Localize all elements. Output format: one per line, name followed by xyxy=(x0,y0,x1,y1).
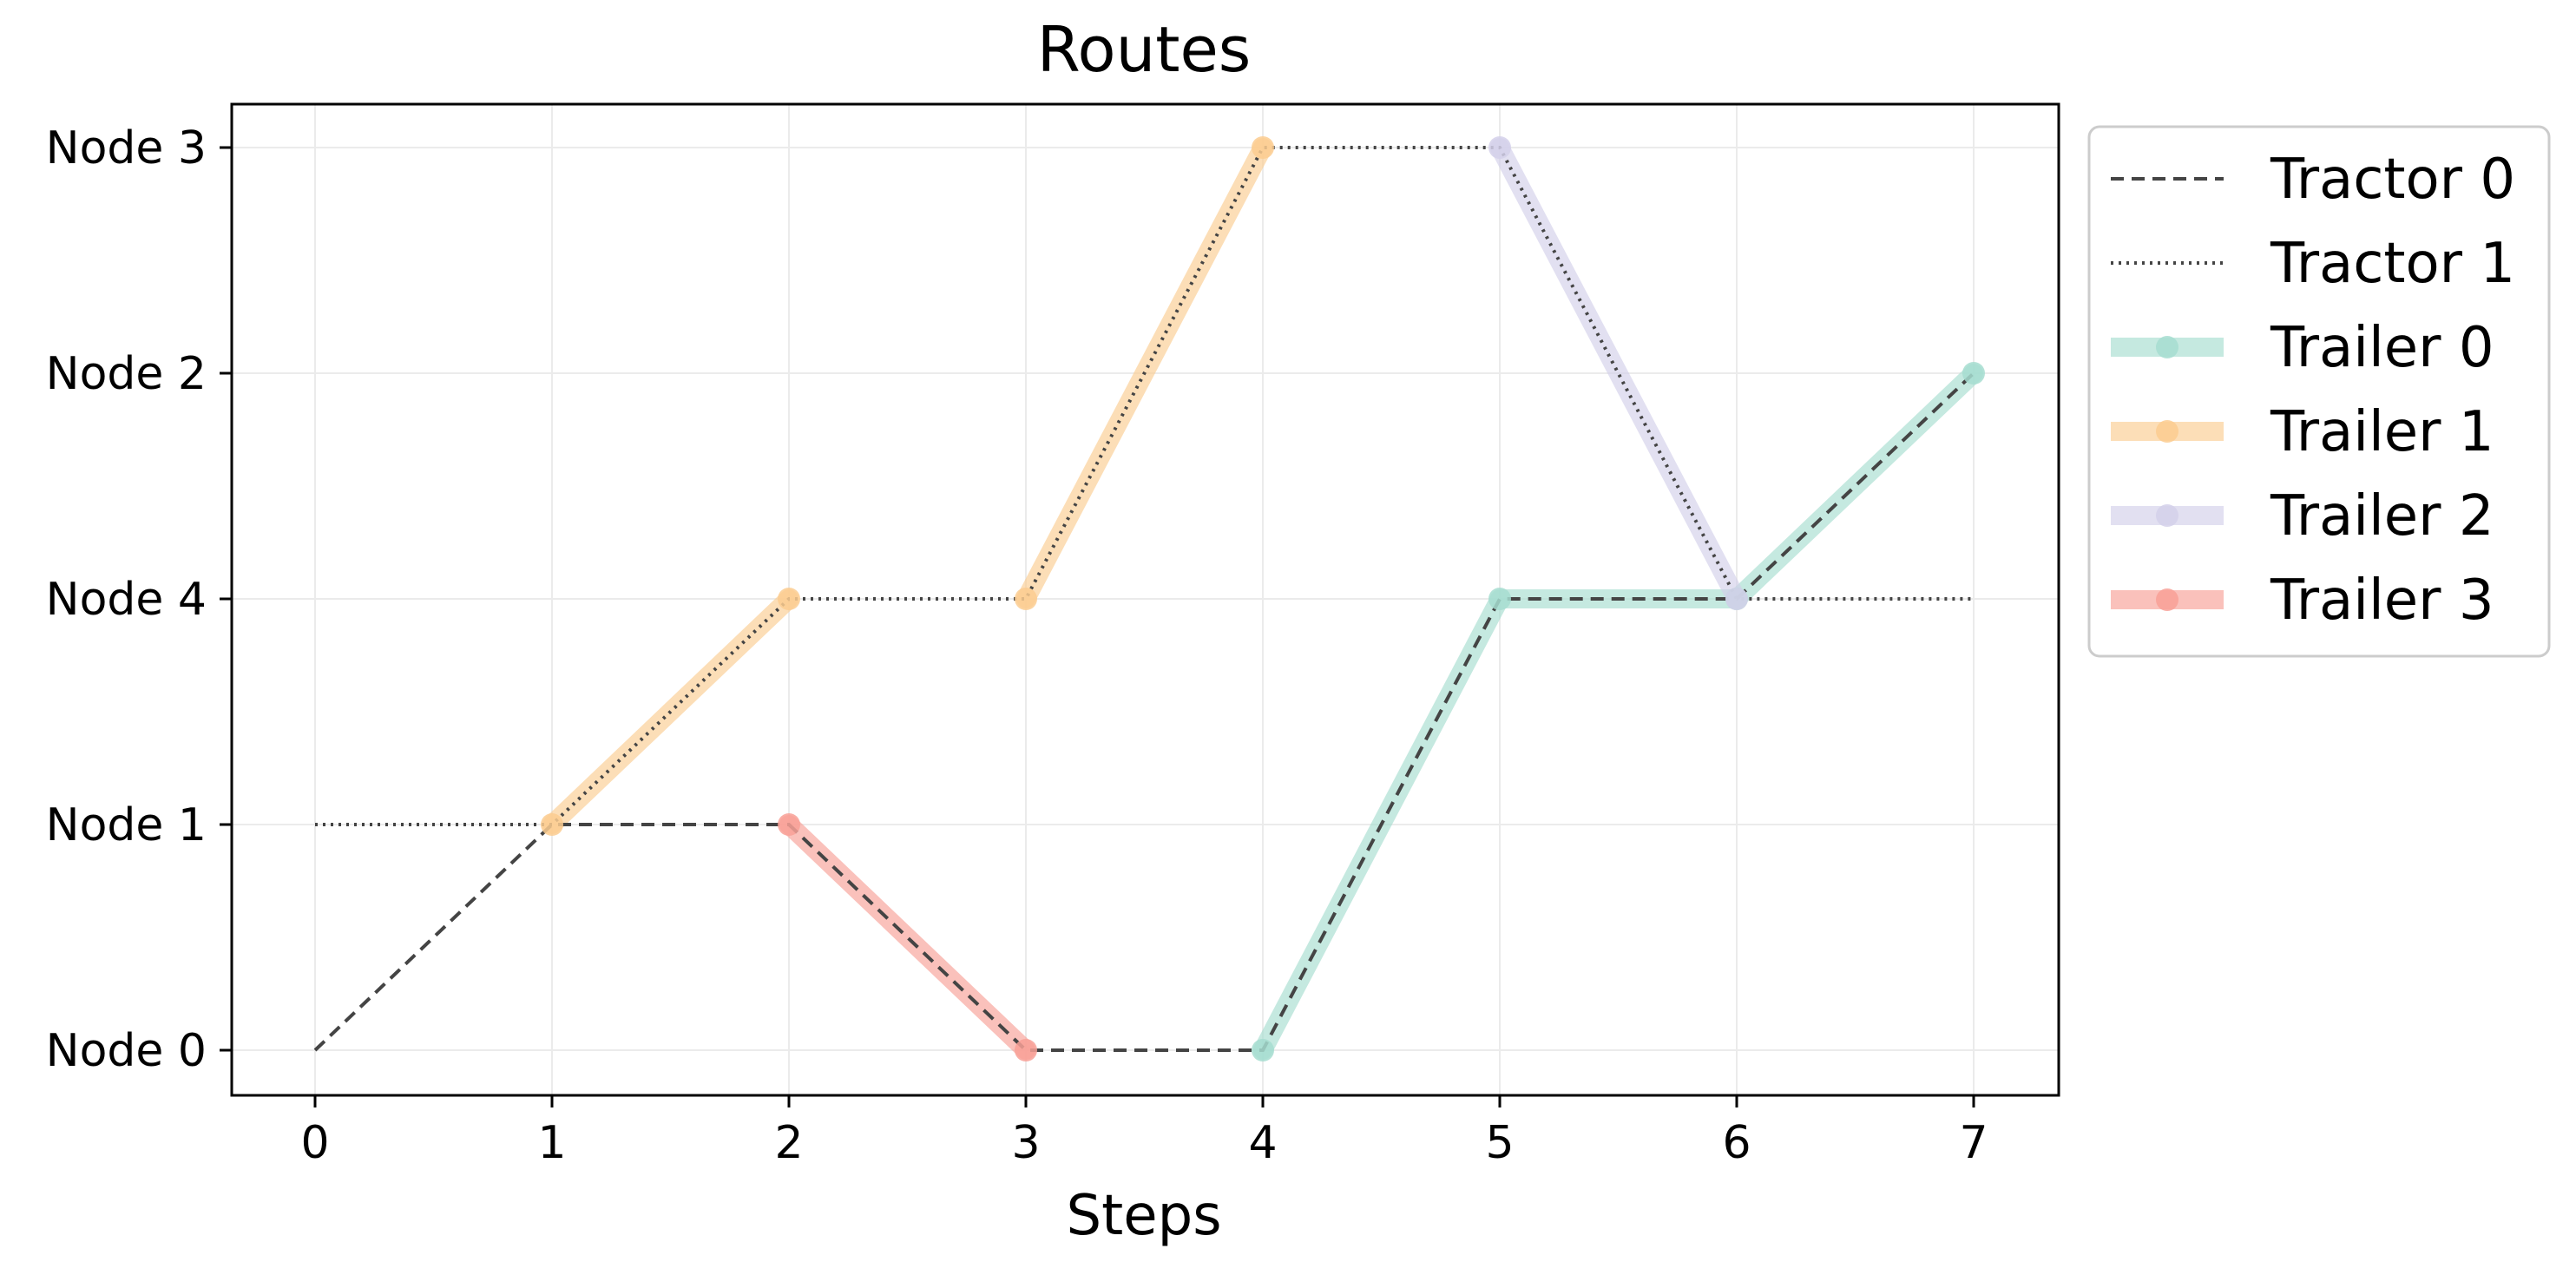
tractor-routes xyxy=(313,146,1975,1052)
legend: Tractor 0 Tractor 1 Trailer 0 Trailer 1 Trai… xyxy=(2087,125,2551,658)
legend-label-trailer-2: Trailer 2 xyxy=(2270,484,2494,549)
trailer-2-point-0-0 xyxy=(1488,136,1511,159)
legend-marker-trailer-1 xyxy=(2156,420,2178,443)
y-axis-ticks: Node 0 Node 1 Node 4 Node 2 Node 3 xyxy=(46,122,232,1077)
x-tick-label-6: 6 xyxy=(1722,1117,1751,1169)
trailer-1-point-1-0 xyxy=(1015,588,1037,610)
y-tick-label-node-2: Node 2 xyxy=(46,348,207,400)
x-tick-label-1: 1 xyxy=(537,1117,566,1169)
legend-marker-trailer-0 xyxy=(2156,336,2178,358)
trailer-0-point-0-3 xyxy=(1962,362,1985,384)
y-tick-label-node-4: Node 4 xyxy=(46,574,207,626)
legend-label-trailer-1: Trailer 1 xyxy=(2270,400,2494,464)
legend-label-tractor-0: Tractor 0 xyxy=(2270,148,2515,212)
x-tick-label-4: 4 xyxy=(1248,1117,1277,1169)
trailer-1-point-0-1 xyxy=(778,588,800,610)
trailer-3-point-0-0 xyxy=(778,813,800,836)
legend-marker-trailer-3 xyxy=(2156,588,2178,611)
trailer-0-point-0-0 xyxy=(1252,1039,1274,1061)
x-axis-ticks: 0 1 2 3 4 5 6 7 xyxy=(300,1095,1988,1169)
trailer-markers xyxy=(541,136,1985,1061)
trailer-3-point-0-1 xyxy=(1015,1039,1037,1061)
x-tick-label-7: 7 xyxy=(1959,1117,1988,1169)
y-tick-label-node-1: Node 1 xyxy=(46,799,207,851)
legend-label-tractor-1: Tractor 1 xyxy=(2270,232,2515,296)
tractor-0-line xyxy=(313,371,1975,1052)
legend-label-trailer-0: Trailer 0 xyxy=(2270,316,2494,380)
trailer-1-point-1-1 xyxy=(1252,136,1274,159)
chart-title: Routes xyxy=(1037,13,1252,86)
x-tick-label-0: 0 xyxy=(300,1117,329,1169)
trailer-0-point-0-1 xyxy=(1488,588,1511,610)
x-tick-label-3: 3 xyxy=(1011,1117,1040,1169)
x-axis-label: Steps xyxy=(1066,1184,1221,1248)
legend-marker-trailer-2 xyxy=(2156,504,2178,527)
x-tick-label-2: 2 xyxy=(774,1117,803,1169)
trailer-2-point-0-1 xyxy=(1725,588,1748,610)
trailer-1-point-0-0 xyxy=(541,813,563,836)
x-tick-label-5: 5 xyxy=(1485,1117,1514,1169)
y-tick-label-node-3: Node 3 xyxy=(46,122,207,174)
legend-label-trailer-3: Trailer 3 xyxy=(2270,568,2494,633)
y-tick-label-node-0: Node 0 xyxy=(46,1025,207,1077)
tractor-1-line xyxy=(315,146,1974,826)
legend-items: Tractor 0 Tractor 1 Trailer 0 Trailer 1 Trai… xyxy=(2111,148,2515,633)
